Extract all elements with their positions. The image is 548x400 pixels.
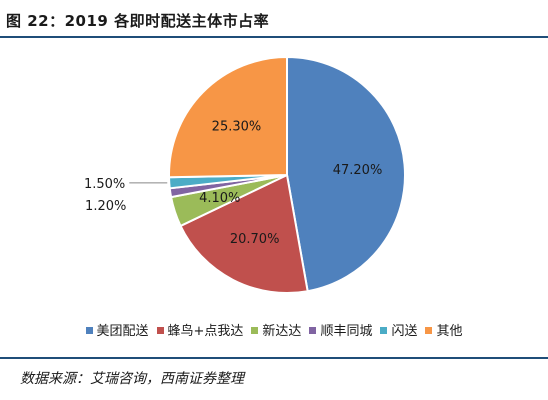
source-note: 数据来源：艾瑞咨询，西南证券整理 [20,371,244,387]
pie-slice-0 [286,55,406,293]
legend-item-4: 闪送 [380,320,417,339]
legend-item-2: 新达达 [251,320,301,339]
legend-label: 其他 [436,324,463,339]
pie-data-label-2: 4.10% [199,191,240,206]
chart-title: 图 22：2019 各即时配送主体市占率 [6,12,270,30]
legend-label: 美团配送 [96,324,149,339]
legend-swatch [425,327,433,334]
legend-swatch [85,327,93,334]
legend-label: 新达达 [262,324,302,339]
chart-legend: 美团配送 蜂鸟+点我达 新达达 顺丰同城 闪送 其他 [0,320,548,339]
legend-swatch [380,327,388,334]
legend-label: 蜂鸟+点我达 [167,324,244,339]
legend-label: 顺丰同城 [320,324,373,339]
legend-swatch [309,327,317,334]
legend-item-1: 蜂鸟+点我达 [156,320,244,339]
legend-swatch [156,327,164,334]
pie-data-label-4: 1.50% [84,177,125,192]
pie-chart: 47.20% 20.70% 4.10% 1.20% 1.50% 25.30% [84,55,406,294]
pie-data-label-3: 1.20% [85,199,126,214]
pie-data-label-0: 47.20% [333,163,383,178]
title-rule [0,36,548,38]
legend-label: 闪送 [391,324,418,339]
legend-item-0: 美团配送 [85,320,149,339]
pie-slice-1 [179,173,309,294]
legend-swatch [251,327,259,334]
pie-slice-5 [168,55,288,179]
legend-item-3: 顺丰同城 [309,320,372,339]
pie-data-label-5: 25.30% [212,119,262,134]
legend-item-5: 其他 [425,320,462,339]
pie-data-label-1: 20.70% [230,232,280,247]
source-rule [0,357,548,359]
